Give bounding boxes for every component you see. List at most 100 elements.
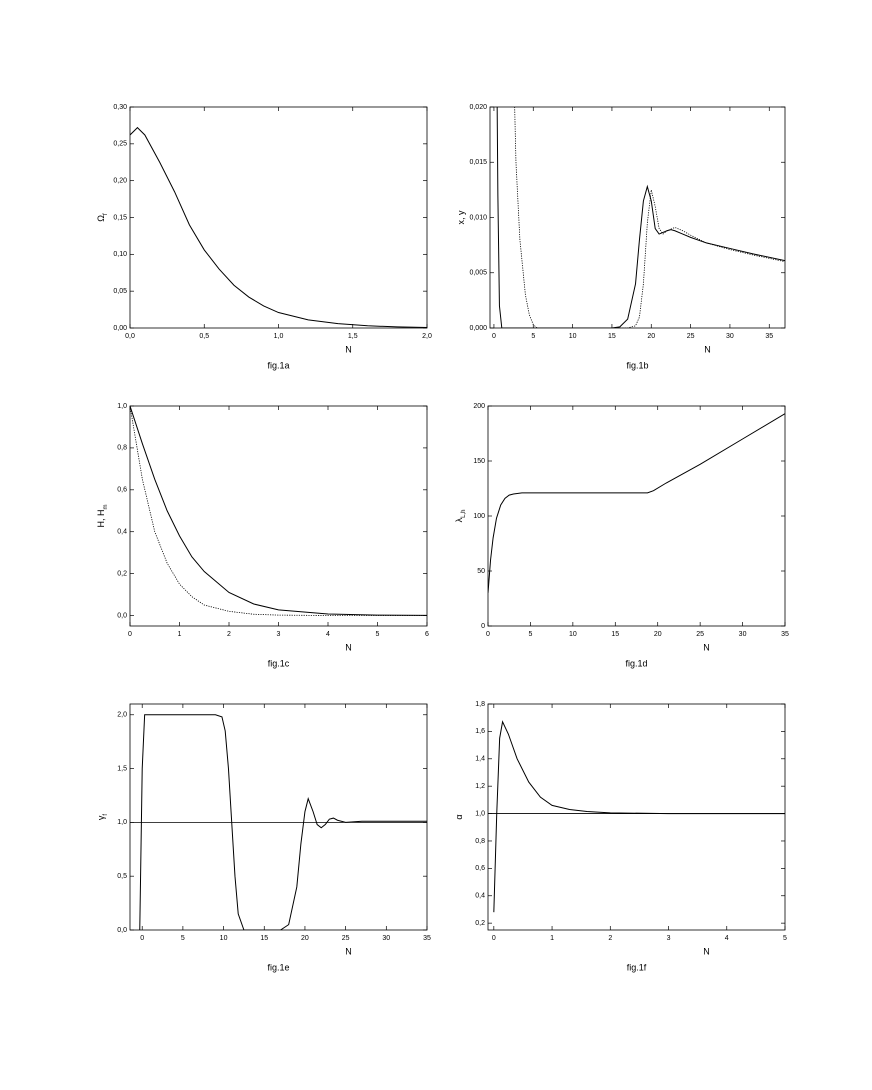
y-tick-label: 0,2 bbox=[475, 920, 485, 927]
y-tick-label: 1,0 bbox=[117, 819, 127, 826]
y-tick-label: 50 bbox=[477, 568, 485, 575]
data-line bbox=[496, 107, 785, 328]
data-line bbox=[130, 406, 427, 616]
y-tick-label: 0,30 bbox=[113, 104, 127, 111]
caption: fig.1e bbox=[267, 962, 289, 972]
y-tick-label: 1,0 bbox=[117, 403, 127, 410]
y-tick-label: 0,000 bbox=[469, 325, 487, 332]
data-line bbox=[139, 714, 427, 930]
y-axis-label: Ωf bbox=[96, 213, 108, 222]
x-tick-label: 2 bbox=[608, 935, 612, 942]
y-axis-label-sub: L,h bbox=[461, 510, 467, 518]
y-tick-label: 100 bbox=[473, 513, 485, 520]
x-tick-label: 15 bbox=[260, 935, 268, 942]
x-tick-label: 0 bbox=[486, 631, 490, 638]
y-tick-label: 0,6 bbox=[475, 865, 485, 872]
x-tick-label: 0 bbox=[492, 935, 496, 942]
x-tick-label: 1 bbox=[178, 631, 182, 638]
y-tick-label: 0,8 bbox=[117, 445, 127, 452]
x-tick-label: 5 bbox=[783, 935, 787, 942]
x-tick-label: 6 bbox=[425, 631, 429, 638]
caption: fig.1d bbox=[625, 658, 647, 668]
y-tick-label: 0,5 bbox=[117, 873, 127, 880]
y-tick-label: 0,8 bbox=[475, 838, 485, 845]
y-tick-label: 0,0 bbox=[117, 612, 127, 619]
x-tick-label: 2,0 bbox=[422, 333, 432, 340]
y-tick-label: 0,05 bbox=[113, 288, 127, 295]
data-line bbox=[130, 126, 427, 328]
x-tick-label: 0 bbox=[492, 333, 496, 340]
y-tick-label: 0,10 bbox=[113, 251, 127, 258]
y-tick-label: 0,2 bbox=[117, 570, 127, 577]
data-line bbox=[514, 107, 785, 328]
y-axis-label-main: λ bbox=[454, 517, 464, 522]
x-tick-label: 5 bbox=[531, 333, 535, 340]
data-line bbox=[130, 406, 427, 616]
y-tick-label: 0,15 bbox=[113, 214, 127, 221]
plot-frame bbox=[129, 106, 428, 329]
chart-panel: 0,0 0,5 1,0 1,5 2,0 0,00 0,05 0,10 0,15 0,20 0,25 0… bbox=[96, 104, 432, 371]
caption: fig.1f bbox=[627, 962, 647, 972]
y-tick-label: 0,20 bbox=[113, 178, 127, 185]
y-tick-label: 0,6 bbox=[117, 487, 127, 494]
x-tick-label: 35 bbox=[423, 935, 431, 942]
plot-frame bbox=[487, 405, 786, 627]
x-tick-label: 25 bbox=[696, 631, 704, 638]
y-axis-label-main: γ bbox=[96, 815, 106, 820]
caption: fig.1c bbox=[268, 658, 290, 668]
y-tick-label: 0,4 bbox=[117, 529, 127, 536]
y-tick-label: 1,8 bbox=[475, 701, 485, 708]
y-tick-label: 200 bbox=[473, 403, 485, 410]
plot-frame bbox=[487, 703, 786, 931]
x-tick-label: 35 bbox=[781, 631, 789, 638]
y-tick-label: 1,6 bbox=[475, 728, 485, 735]
y-axis-label: x, y bbox=[456, 210, 466, 225]
y-tick-label: 150 bbox=[473, 458, 485, 465]
x-tick-label: 20 bbox=[647, 333, 655, 340]
plot-frame bbox=[129, 703, 428, 931]
y-axis-label-main: α bbox=[454, 814, 464, 819]
x-tick-label: 35 bbox=[765, 333, 773, 340]
y-axis-label-sub: f bbox=[103, 213, 109, 215]
y-axis-label: α bbox=[454, 814, 464, 819]
data-line bbox=[493, 720, 785, 913]
x-tick-label: 10 bbox=[220, 935, 228, 942]
x-tick-label: 25 bbox=[342, 935, 350, 942]
x-axis-label: N bbox=[345, 642, 352, 652]
x-tick-label: 15 bbox=[611, 631, 619, 638]
x-axis-label: N bbox=[704, 344, 711, 354]
x-tick-label: 15 bbox=[608, 333, 616, 340]
chart-panel: 0 1 2 3 4 5 0,2 0,4 0,6 0,8 1,0 1,2 1,4 1,6 1,8 Nfig.1f… bbox=[454, 701, 787, 973]
x-tick-label: 3 bbox=[277, 631, 281, 638]
x-tick-label: 5 bbox=[181, 935, 185, 942]
x-tick-label: 30 bbox=[739, 631, 747, 638]
x-tick-label: 0,5 bbox=[199, 333, 209, 340]
y-tick-label: 0,0 bbox=[117, 927, 127, 934]
chart-panel: 0 5 10 15 20 25 30 35 0,000 0,005 0,010 0,015 0,020 N… bbox=[456, 104, 786, 370]
x-tick-label: 10 bbox=[569, 631, 577, 638]
x-axis-label: N bbox=[703, 946, 710, 956]
y-tick-label: 0,015 bbox=[469, 159, 487, 166]
x-tick-label: 1,0 bbox=[274, 333, 284, 340]
y-tick-label: 1,0 bbox=[475, 810, 485, 817]
x-axis-label: N bbox=[345, 344, 352, 354]
y-axis-label: λL,h bbox=[454, 510, 466, 523]
y-axis-label: γf bbox=[96, 814, 108, 821]
y-axis-label-sub: f bbox=[103, 814, 109, 816]
plot-frame bbox=[129, 405, 428, 627]
x-tick-label: 0,0 bbox=[125, 333, 135, 340]
x-tick-label: 10 bbox=[569, 333, 577, 340]
y-tick-label: 1,4 bbox=[475, 756, 485, 763]
caption: fig.1b bbox=[626, 360, 648, 370]
y-tick-label: 0,25 bbox=[113, 141, 127, 148]
y-tick-label: 1,5 bbox=[117, 765, 127, 772]
y-tick-label: 0,005 bbox=[469, 270, 487, 277]
y-axis-label: H, Hm bbox=[96, 505, 108, 528]
y-tick-label: 0,00 bbox=[113, 325, 127, 332]
y-tick-label: 2,0 bbox=[117, 712, 127, 719]
x-tick-label: 0 bbox=[128, 631, 132, 638]
x-tick-label: 4 bbox=[725, 935, 729, 942]
data-line bbox=[488, 413, 785, 594]
